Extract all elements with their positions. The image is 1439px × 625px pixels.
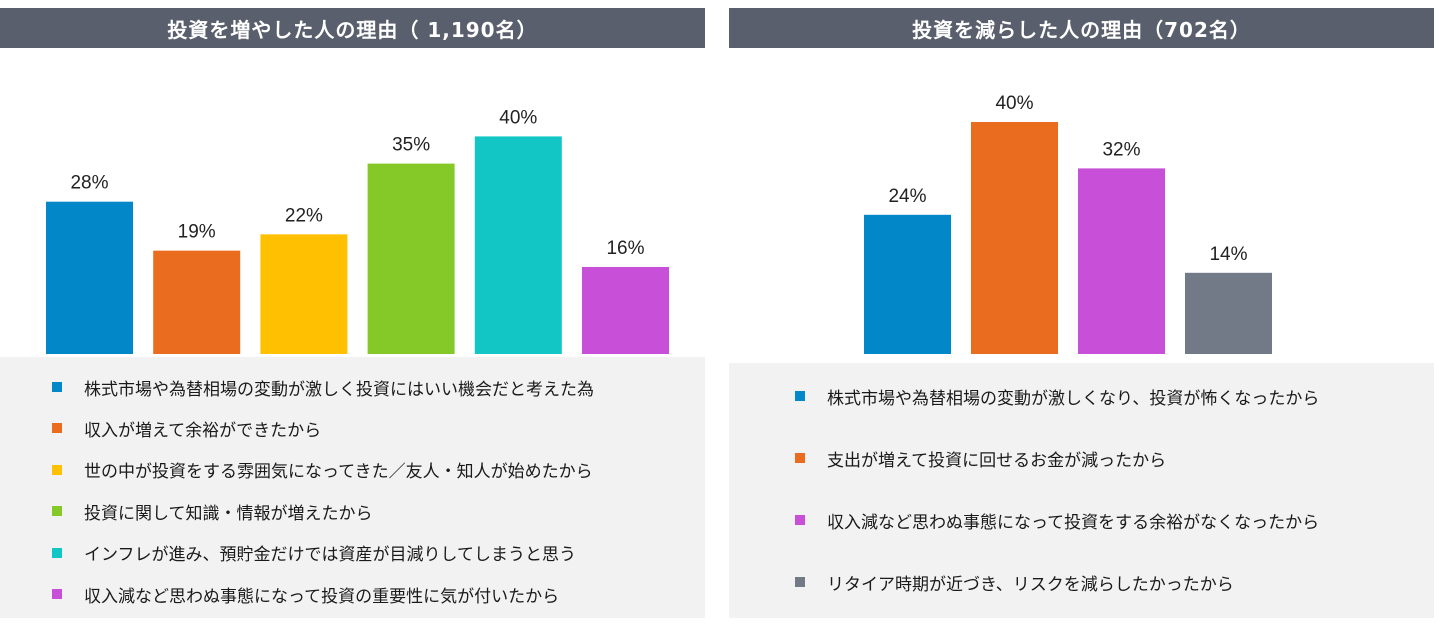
increase-reasons-bar-chart: 28% 19% 22% 35% 40% 16% <box>46 107 669 354</box>
legend-swatch <box>52 547 62 558</box>
bar <box>582 266 669 354</box>
legend-label: 収入が増えて余裕ができたから <box>84 420 322 441</box>
legend-label: 投資に関して知識・情報が増えたから <box>84 503 373 524</box>
bar <box>864 214 951 354</box>
legend-label: 収入減など思わぬ事態になって投資の重要性に気が付いたから <box>84 586 560 607</box>
bar-value-label: 32% <box>1102 139 1140 160</box>
legend-item: リタイア時期が近づき、リスクを減らしたかったから <box>795 570 1234 595</box>
bar-value-label: 24% <box>888 186 926 207</box>
decrease-reasons-panel: 投資を減らした人の理由（702名） 24% 40% 32% 14% 株式市場や為替相場… <box>729 8 1434 618</box>
legend-item: 株式市場や為替相場の変動が激しく投資にはいい機会だと考えた為 <box>52 375 594 400</box>
legend-item: 収入が増えて余裕ができたから <box>52 416 322 441</box>
legend: 株式市場や為替相場の変動が激しく投資にはいい機会だと考えた為 収入が増えて余裕がで… <box>0 357 705 618</box>
bar-value-label: 28% <box>70 173 108 194</box>
bar <box>1185 272 1272 354</box>
legend-item: 収入減など思わぬ事態になって投資の重要性に気が付いたから <box>52 582 560 607</box>
legend: 株式市場や為替相場の変動が激しくなり、投資が怖くなったから 支出が増えて投資に回せ… <box>729 363 1434 618</box>
bar-value-label: 16% <box>606 238 644 259</box>
legend-label: 支出が増えて投資に回せるお金が減ったから <box>827 450 1167 471</box>
bar-value-label: 35% <box>392 135 430 156</box>
increase-reasons-panel: 投資を増やした人の理由（ 1,190名） 28% 19% 22% 35% 40% 16% … <box>0 8 705 618</box>
legend-swatch <box>795 515 805 525</box>
legend-item: 株式市場や為替相場の変動が激しくなり、投資が怖くなったから <box>795 384 1320 409</box>
legend-swatch <box>795 453 805 463</box>
legend-item: 世の中が投資をする雰囲気になってきた／友人・知人が始めたから <box>52 458 593 482</box>
bar-value-label: 40% <box>499 107 537 128</box>
legend-label: 収入減など思わぬ事態になって投資をする余裕がなくなったから <box>827 512 1320 533</box>
legend-swatch <box>52 464 62 475</box>
legend-label: リタイア時期が近づき、リスクを減らしたかったから <box>827 574 1234 595</box>
bar <box>1078 168 1165 354</box>
legend-label: 世の中が投資をする雰囲気になってきた／友人・知人が始めたから <box>84 462 593 483</box>
legend-swatch <box>52 506 62 517</box>
legend-swatch <box>52 382 62 392</box>
legend-item: 収入減など思わぬ事態になって投資をする余裕がなくなったから <box>795 508 1320 533</box>
legend-label: 株式市場や為替相場の変動が激しく投資にはいい機会だと考えた為 <box>84 379 594 400</box>
bar <box>46 201 133 354</box>
chart-title: 投資を減らした人の理由（702名） <box>729 8 1434 48</box>
bar <box>474 136 562 354</box>
legend-swatch <box>52 423 62 434</box>
legend-label: 株式市場や為替相場の変動が激しくなり、投資が怖くなったから <box>827 388 1320 409</box>
bar <box>153 250 241 354</box>
bar-value-label: 40% <box>995 93 1033 114</box>
bar-value-label: 14% <box>1209 244 1247 265</box>
legend-label: インフレが進み、預貯金だけでは資産が目減りしてしまうと思う <box>84 545 576 566</box>
legend-swatch <box>795 391 805 401</box>
legend-swatch <box>52 589 62 599</box>
bar <box>367 163 455 354</box>
decrease-reasons-bar-chart: 24% 40% 32% 14% <box>864 93 1272 354</box>
legend-item: 投資に関して知識・情報が増えたから <box>52 499 373 524</box>
legend-item: インフレが進み、預貯金だけでは資産が目減りしてしまうと思う <box>52 541 576 565</box>
bar-value-label: 19% <box>178 222 216 243</box>
bar-value-label: 22% <box>285 205 323 226</box>
legend-swatch <box>795 577 805 587</box>
legend-item: 支出が増えて投資に回せるお金が減ったから <box>795 446 1167 471</box>
chart-title: 投資を増やした人の理由（ 1,190名） <box>0 8 705 48</box>
bar <box>971 122 1058 354</box>
bar <box>260 234 348 354</box>
